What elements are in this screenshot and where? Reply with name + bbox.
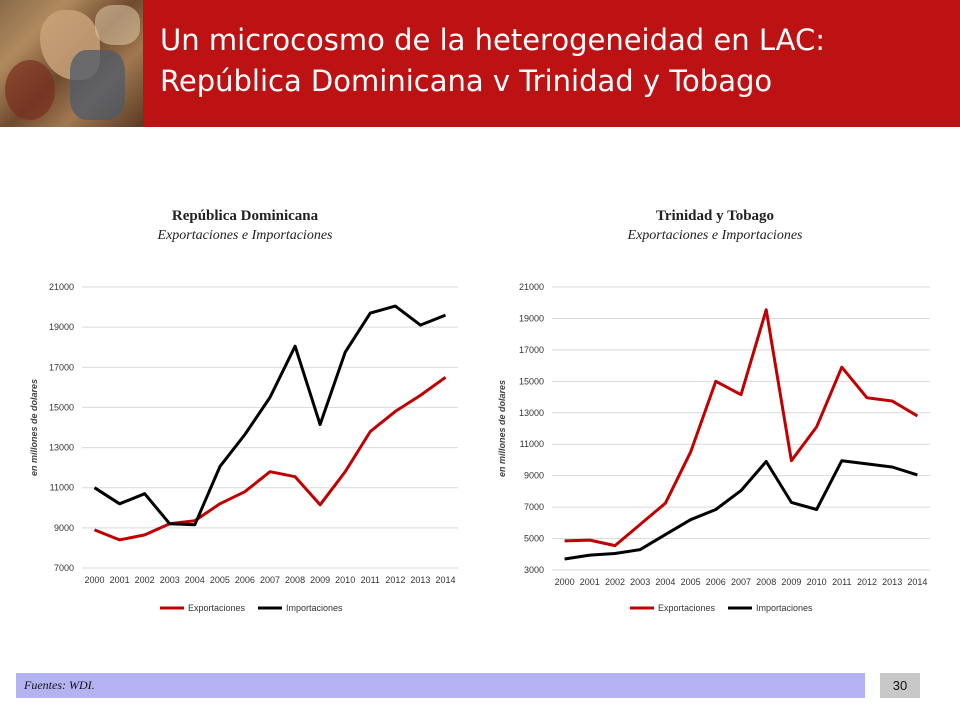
y-tick-label: 17000 [49, 362, 74, 372]
slide-title-line2: República Dominicana v Trinidad y Tobago [160, 64, 773, 98]
x-tick-label: 2006 [706, 577, 726, 587]
x-tick-label: 2005 [210, 575, 230, 585]
chart-tt-subtitle: Exportaciones e Importaciones [627, 228, 803, 243]
slide-title: Un microcosmo de la heterogeneidad en LA… [160, 20, 950, 102]
y-tick-label: 15000 [519, 376, 544, 386]
x-tick-label: 2003 [630, 577, 650, 587]
x-tick-label: 2011 [832, 577, 851, 587]
x-tick-label: 2008 [756, 577, 776, 587]
y-tick-label: 9000 [524, 471, 544, 481]
x-tick-label: 2010 [335, 575, 355, 585]
x-tick-label: 2000 [555, 577, 575, 587]
x-tick-label: 2002 [135, 575, 155, 585]
slide-header: Un microcosmo de la heterogeneidad en LA… [0, 0, 960, 127]
y-tick-label: 9000 [54, 523, 74, 533]
x-tick-label: 2001 [580, 577, 600, 587]
y-axis-label: en millones de dolares [497, 380, 507, 477]
series-line-exportaciones [93, 376, 447, 542]
x-tick-label: 2008 [285, 575, 305, 585]
x-tick-label: 2006 [235, 575, 255, 585]
x-tick-label: 2003 [160, 575, 180, 585]
x-tick-label: 2009 [310, 575, 330, 585]
y-tick-label: 3000 [524, 565, 544, 575]
x-tick-label: 2000 [85, 575, 105, 585]
x-tick-label: 2007 [260, 575, 280, 585]
x-tick-label: 2007 [731, 577, 751, 587]
legend-label: Exportaciones [658, 603, 716, 613]
x-tick-label: 2001 [110, 575, 130, 585]
x-tick-label: 2014 [435, 575, 455, 585]
x-tick-label: 2005 [681, 577, 701, 587]
x-tick-label: 2004 [655, 577, 675, 587]
x-tick-label: 2014 [907, 577, 927, 587]
chart-dr-title: República Dominicana [171, 208, 319, 224]
legend-label: Exportaciones [188, 603, 246, 613]
series-line-exportaciones [564, 308, 919, 548]
x-tick-label: 2013 [410, 575, 430, 585]
legend-label: Importaciones [756, 603, 813, 613]
y-tick-label: 13000 [49, 443, 74, 453]
x-tick-label: 2012 [385, 575, 405, 585]
y-tick-label: 5000 [524, 534, 544, 544]
page-number: 30 [880, 673, 920, 698]
y-tick-label: 17000 [519, 345, 544, 355]
x-tick-label: 2009 [781, 577, 801, 587]
y-tick-label: 7000 [54, 563, 74, 573]
x-tick-label: 2002 [605, 577, 625, 587]
slide-title-line1: Un microcosmo de la heterogeneidad en LA… [160, 23, 826, 57]
y-tick-label: 21000 [519, 282, 544, 292]
y-tick-label: 19000 [49, 322, 74, 332]
y-tick-label: 11000 [520, 439, 544, 449]
mural-image [0, 0, 143, 127]
y-tick-label: 19000 [519, 313, 544, 323]
y-tick-label: 15000 [49, 402, 74, 412]
series-line-importaciones [93, 304, 447, 527]
y-tick-label: 11000 [50, 483, 74, 493]
x-tick-label: 2004 [185, 575, 205, 585]
series-line-importaciones [564, 459, 918, 561]
chart-tt-title: Trinidad y Tobago [655, 208, 775, 224]
y-axis-label: en millones de dolares [29, 379, 39, 476]
chart-tt-heading: Trinidad y Tobago Exportaciones e Import… [565, 206, 865, 246]
x-tick-label: 2013 [882, 577, 902, 587]
y-tick-label: 21000 [49, 282, 74, 292]
chart-dr-subtitle: Exportaciones e Importaciones [157, 228, 333, 243]
legend-label: Importaciones [286, 603, 343, 613]
footer-source: Fuentes: WDI. [24, 678, 95, 692]
footer-bar: Fuentes: WDI. [16, 673, 865, 698]
x-tick-label: 2012 [857, 577, 877, 587]
x-tick-label: 2010 [807, 577, 827, 587]
x-tick-label: 2011 [361, 575, 380, 585]
y-tick-label: 13000 [519, 408, 544, 418]
y-tick-label: 7000 [524, 502, 544, 512]
chart-dr-heading: República Dominicana Exportaciones e Imp… [95, 206, 395, 246]
